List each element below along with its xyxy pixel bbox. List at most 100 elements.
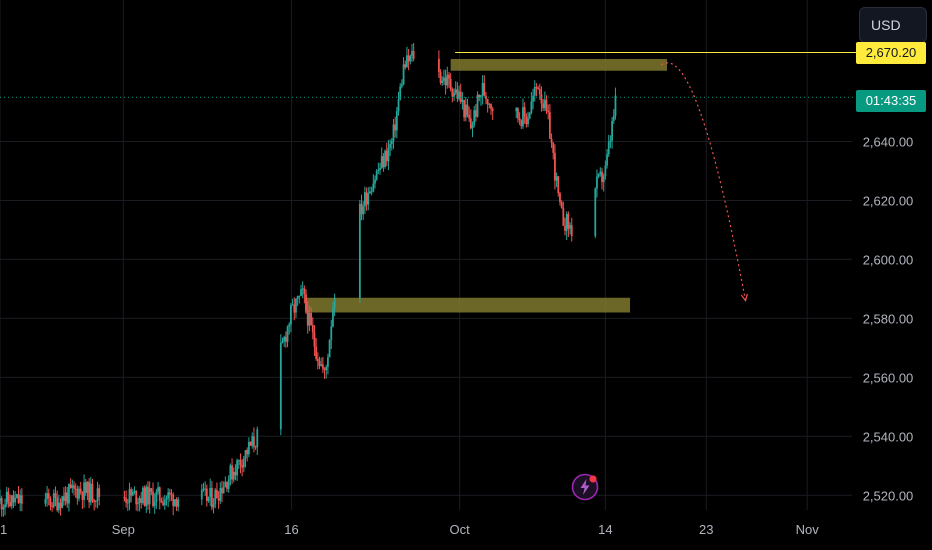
candle	[4, 498, 6, 516]
candle	[407, 48, 410, 71]
candle	[614, 87, 617, 120]
flash-icon[interactable]	[571, 473, 599, 501]
candle	[69, 478, 72, 489]
x-tick-label: 21	[0, 522, 7, 537]
candle	[207, 496, 210, 503]
candle	[68, 483, 70, 512]
candle	[468, 106, 471, 122]
time-axis[interactable]: 21 Sep 16 Oct 14 23 Nov	[0, 522, 819, 537]
candle	[73, 481, 75, 496]
candle	[597, 173, 600, 179]
x-tick-label: Nov	[796, 522, 820, 537]
candle	[554, 144, 556, 190]
candle	[325, 364, 328, 379]
zones-layer	[304, 58, 668, 313]
candle	[311, 317, 314, 340]
x-tick-label: Oct	[450, 522, 471, 537]
candle	[76, 485, 79, 505]
candle	[473, 105, 476, 128]
candle	[296, 295, 299, 307]
candle	[150, 487, 153, 496]
candle	[160, 497, 163, 504]
candle	[444, 69, 447, 95]
candle	[300, 284, 302, 297]
candle	[244, 449, 247, 468]
candle	[253, 427, 255, 453]
candle	[607, 134, 610, 157]
candle	[236, 458, 239, 481]
candle	[298, 295, 301, 304]
candle	[569, 222, 571, 235]
candle	[231, 458, 233, 485]
candle	[562, 201, 565, 226]
price-zone	[304, 297, 631, 313]
candle	[125, 490, 128, 508]
candle	[143, 485, 146, 507]
candle	[602, 173, 605, 192]
candle	[59, 498, 62, 516]
candle	[256, 426, 259, 456]
candle	[17, 486, 20, 504]
candle	[204, 481, 207, 496]
candle	[242, 455, 245, 473]
candle	[147, 481, 149, 510]
candle	[437, 50, 440, 79]
candle	[522, 98, 524, 129]
candle	[550, 133, 553, 148]
candle	[224, 476, 227, 488]
candle	[54, 486, 57, 507]
candle	[44, 492, 47, 507]
candle	[517, 107, 519, 123]
candle	[612, 109, 615, 124]
candle	[377, 162, 380, 175]
candle	[89, 476, 92, 506]
candle	[530, 92, 533, 115]
candle	[81, 491, 84, 509]
resistance-price-badge: 2,670.20	[856, 42, 926, 64]
candle	[5, 486, 8, 508]
candle	[286, 325, 289, 348]
candle	[365, 187, 368, 211]
candle	[49, 496, 52, 511]
candle	[64, 486, 67, 506]
candle	[19, 489, 22, 512]
candle	[532, 88, 534, 110]
candle	[441, 76, 444, 86]
candle	[306, 301, 309, 334]
candle	[535, 83, 538, 97]
candle	[332, 301, 334, 328]
candle	[216, 482, 218, 499]
candle	[313, 325, 316, 356]
candle	[609, 135, 612, 149]
y-tick-label: 2,640.00	[863, 135, 914, 150]
candle	[305, 289, 307, 314]
candle	[56, 490, 59, 512]
candle	[402, 57, 405, 86]
candle	[63, 487, 65, 506]
price-axis[interactable]: 2,520.00 2,540.00 2,560.00 2,580.00 2,600.00…	[863, 135, 914, 504]
candle	[387, 140, 390, 171]
candle	[397, 91, 400, 116]
candle	[611, 117, 613, 149]
candle	[478, 94, 481, 102]
x-tick-label: Sep	[112, 522, 135, 537]
candle	[471, 121, 474, 138]
candle	[254, 445, 257, 450]
candle	[226, 481, 228, 493]
candle	[380, 147, 383, 169]
candle	[152, 482, 154, 508]
x-tick-label: 16	[284, 522, 298, 537]
candle	[543, 91, 546, 112]
candle	[384, 149, 386, 169]
currency-button[interactable]: USD	[859, 7, 927, 43]
candle	[542, 99, 545, 111]
candle	[412, 43, 415, 62]
y-tick-label: 2,520.00	[863, 488, 914, 503]
candle	[527, 111, 529, 128]
candle	[451, 87, 454, 103]
candle	[20, 488, 23, 512]
candle	[310, 307, 312, 326]
candle	[406, 46, 408, 68]
candle	[202, 482, 205, 492]
